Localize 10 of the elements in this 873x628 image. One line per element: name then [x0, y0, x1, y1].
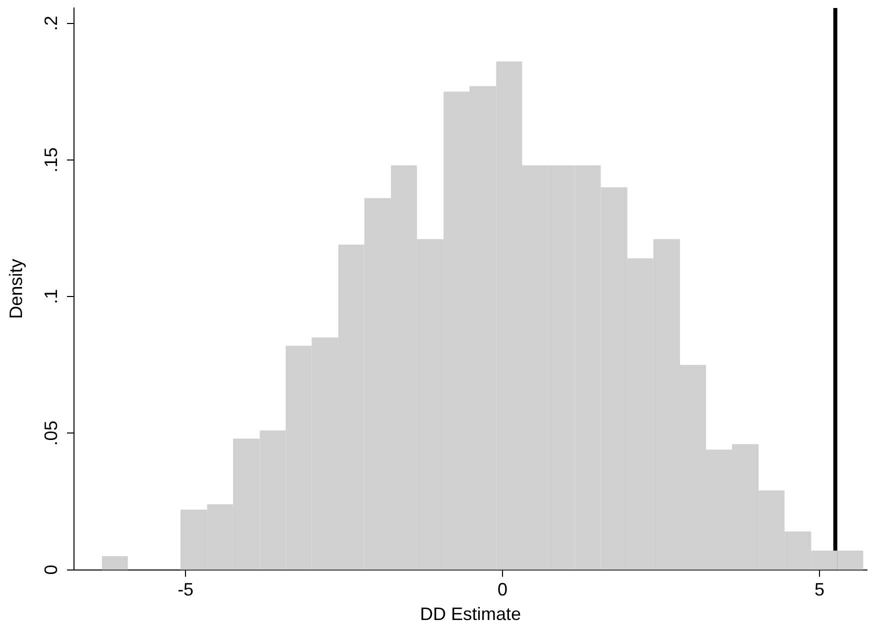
x-axis-title: DD Estimate	[420, 604, 522, 624]
y-tick-label: .2	[40, 16, 61, 31]
x-tick-label: 0	[498, 580, 508, 600]
x-tick-label: 5	[814, 580, 824, 600]
y-axis-title: Density	[6, 258, 26, 319]
x-tick-label: -5	[178, 580, 194, 600]
y-tick-label: 0	[40, 564, 61, 575]
y-tick-label: .05	[40, 420, 61, 446]
y-tick-label: .15	[40, 147, 61, 172]
y-tick-label: .1	[40, 289, 61, 304]
